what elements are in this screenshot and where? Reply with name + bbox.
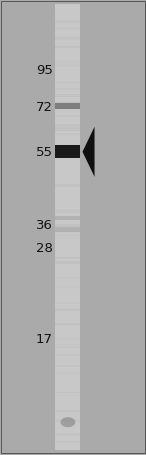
Bar: [55, 96, 80, 98]
Bar: [55, 88, 80, 91]
Bar: [55, 234, 80, 238]
Bar: [55, 92, 80, 93]
Bar: [55, 257, 80, 260]
Bar: [55, 47, 80, 49]
Bar: [55, 29, 80, 31]
Bar: [55, 83, 80, 84]
Bar: [55, 323, 80, 326]
Text: 95: 95: [36, 64, 53, 77]
Bar: [55, 46, 80, 49]
Bar: [55, 258, 80, 259]
Bar: [55, 262, 80, 265]
Bar: [55, 392, 80, 393]
Bar: [55, 344, 80, 345]
Bar: [55, 116, 80, 118]
Bar: [55, 36, 80, 39]
Bar: [55, 372, 80, 374]
Bar: [55, 287, 80, 288]
Bar: [55, 46, 80, 49]
Bar: [55, 354, 80, 356]
Bar: [55, 125, 80, 128]
Bar: [55, 434, 80, 435]
Text: 28: 28: [36, 242, 53, 254]
Bar: [55, 278, 80, 279]
Bar: [55, 410, 80, 413]
Bar: [55, 27, 80, 29]
Bar: [55, 337, 80, 340]
Bar: [55, 150, 80, 152]
Bar: [55, 433, 80, 436]
Ellipse shape: [60, 417, 75, 427]
Bar: [55, 96, 80, 98]
Bar: [55, 104, 80, 110]
Bar: [55, 146, 80, 159]
Bar: [55, 309, 80, 311]
Bar: [55, 419, 80, 422]
Bar: [55, 95, 80, 96]
Bar: [55, 184, 80, 188]
Bar: [55, 232, 80, 234]
Bar: [55, 153, 80, 156]
Bar: [55, 347, 80, 348]
Bar: [55, 324, 80, 325]
Text: 36: 36: [36, 219, 53, 232]
Bar: [55, 228, 80, 232]
Bar: [55, 157, 80, 159]
Bar: [55, 5, 80, 450]
Bar: [55, 216, 80, 221]
Polygon shape: [82, 127, 95, 177]
Bar: [55, 133, 80, 136]
Bar: [55, 303, 80, 304]
Bar: [55, 365, 80, 367]
Bar: [55, 38, 80, 41]
Bar: [55, 261, 80, 263]
Bar: [55, 308, 80, 311]
Bar: [55, 156, 80, 158]
Bar: [55, 263, 80, 265]
Bar: [55, 64, 80, 67]
Bar: [55, 440, 80, 443]
Text: 72: 72: [36, 101, 53, 113]
Bar: [55, 224, 80, 228]
Bar: [55, 108, 80, 110]
Bar: [55, 103, 80, 106]
Bar: [55, 131, 80, 132]
Bar: [55, 127, 80, 130]
Text: 55: 55: [36, 146, 53, 159]
Bar: [55, 210, 80, 213]
Bar: [55, 238, 80, 240]
Bar: [55, 21, 80, 25]
Bar: [55, 103, 80, 104]
Text: 17: 17: [36, 333, 53, 345]
Bar: [55, 225, 80, 227]
Bar: [55, 128, 80, 131]
Bar: [55, 61, 80, 63]
